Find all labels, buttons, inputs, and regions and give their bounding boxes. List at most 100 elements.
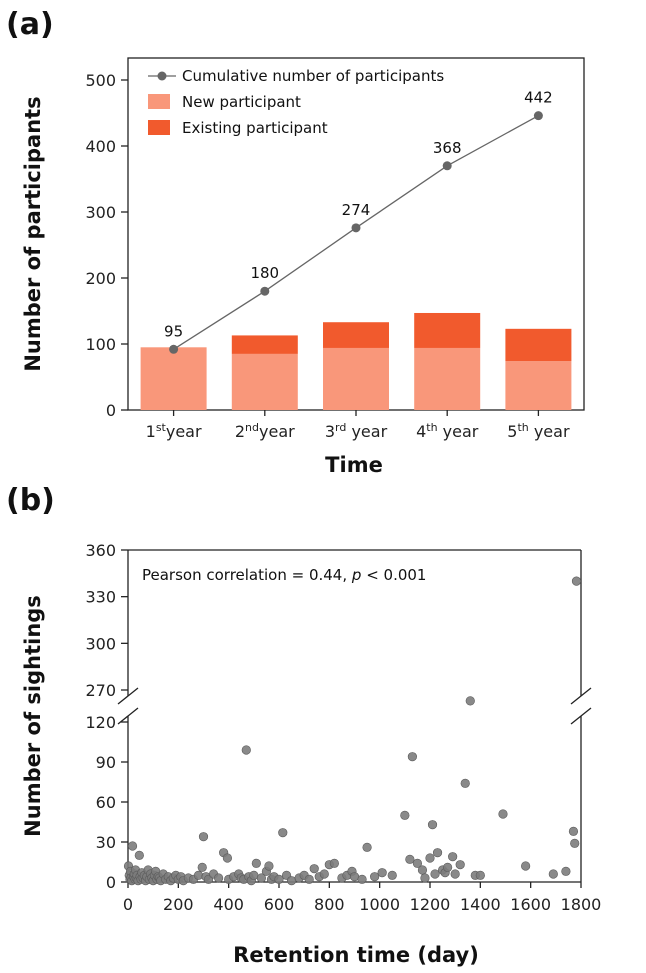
scatter-point (420, 873, 430, 883)
scatter-point (427, 820, 438, 830)
panel-a-cumulative-line: 95 180 274 368 442 (164, 89, 553, 354)
scatter-point (400, 810, 410, 820)
panel-b-y-axis-title: Number of sightings (21, 595, 45, 837)
cumulative-point (442, 161, 452, 171)
panel-b-label: (b) (6, 483, 55, 518)
bar-new-participant (414, 347, 481, 410)
y-tick-label: 90 (96, 753, 116, 772)
scatter-point (134, 850, 144, 860)
bar-new-participant (231, 353, 298, 410)
y-tick-label: 0 (106, 401, 116, 420)
scatter-point (198, 832, 209, 842)
scatter-point (571, 576, 582, 586)
scatter-point (222, 853, 233, 863)
scatter-point (274, 874, 284, 884)
cumulative-data-label: 180 (250, 264, 279, 282)
scatter-point (561, 866, 571, 876)
legend-label: New participant (182, 93, 301, 111)
scatter-point (304, 874, 314, 884)
panel-a-x-axis-title: Time (325, 453, 383, 477)
cumulative-point (169, 344, 179, 354)
cumulative-data-label: 368 (433, 139, 462, 157)
scatter-point (357, 874, 367, 884)
scatter-point (319, 869, 329, 879)
panel-b-correlation-note: Pearson correlation = 0.44, p < 0.001 (142, 566, 426, 584)
bar-existing-participant (414, 312, 481, 348)
cumulative-point (351, 223, 361, 233)
panel-b-y-axis: 270 300 330 360 0 30 60 90 120 (85, 541, 128, 892)
x-tick-label: 0 (123, 895, 133, 914)
legend-label: Cumulative number of participants (182, 67, 444, 85)
panel-a-label: (a) (6, 7, 54, 42)
x-tick-label: 1800 (561, 895, 602, 914)
scatter-point (570, 838, 580, 848)
axis-break-mark (570, 707, 592, 725)
bar-existing-participant (231, 335, 298, 354)
scatter-point (362, 842, 372, 852)
scatter-point (568, 826, 579, 836)
bar-existing-participant (505, 328, 572, 362)
panel-a: (a) 0 100 200 300 400 500 95 180 274 368 442 1sty… (6, 7, 585, 477)
scatter-point (214, 873, 224, 883)
legend-label: Existing participant (182, 119, 328, 137)
scatter-point (405, 854, 415, 864)
scatter-point (548, 869, 558, 879)
legend-swatch (148, 120, 170, 135)
scatter-point (460, 778, 470, 788)
cumulative-point (260, 286, 270, 296)
axis-break-mark (117, 687, 139, 705)
scatter-point (425, 853, 435, 863)
bar-new-participant (505, 361, 572, 410)
panel-b-x-axis: 0 200 400 600 800 1000 1200 1400 1600 1800 (123, 882, 601, 914)
x-tick-label: 1200 (410, 895, 451, 914)
scatter-point (251, 858, 261, 868)
scatter-point (465, 696, 475, 706)
scatter-point (377, 868, 387, 878)
scatter-point (417, 865, 428, 875)
x-tick-label: 800 (314, 895, 345, 914)
panel-a-legend: Cumulative number of participants New par… (148, 67, 444, 137)
scatter-point (448, 852, 458, 862)
scatter-point (197, 862, 207, 872)
axis-break-mark (570, 687, 592, 705)
x-tick-label: 600 (264, 895, 295, 914)
scatter-point (387, 870, 397, 880)
cumulative-data-label: 442 (524, 89, 553, 107)
scatter-point (264, 861, 274, 871)
x-tick-label: 1400 (460, 895, 501, 914)
scatter-point (498, 809, 508, 819)
scatter-point (256, 873, 266, 883)
y-tick-label: 60 (96, 793, 116, 812)
y-tick-label: 200 (85, 269, 116, 288)
y-tick-label: 400 (85, 137, 116, 156)
panel-b-x-axis-title: Retention time (day) (233, 943, 479, 967)
scatter-point (127, 841, 138, 851)
x-tick-label: 1styear (146, 421, 202, 441)
panel-a-y-axis: 0 100 200 300 400 500 (85, 71, 128, 420)
x-tick-label: 5th year (507, 421, 570, 441)
bar-new-participant (323, 347, 389, 410)
x-tick-label: 400 (213, 895, 244, 914)
scatter-point (521, 861, 531, 871)
y-tick-label: 300 (85, 634, 116, 653)
scatter-point (455, 860, 465, 870)
y-tick-label: 300 (85, 203, 116, 222)
x-tick-label: 4th year (416, 421, 479, 441)
x-tick-label: 200 (163, 895, 194, 914)
y-tick-label: 270 (85, 681, 116, 700)
scatter-point (407, 752, 417, 762)
bar-new-participant (140, 347, 207, 410)
y-tick-label: 330 (85, 588, 116, 607)
x-tick-label: 3rd year (325, 421, 388, 441)
scatter-point (278, 828, 288, 838)
scatter-point (370, 872, 380, 882)
y-tick-label: 0 (106, 873, 116, 892)
scatter-point (475, 870, 485, 880)
y-tick-label: 500 (85, 71, 116, 90)
x-tick-label: 1000 (359, 895, 400, 914)
scatter-point (309, 864, 319, 874)
scatter-point (432, 848, 443, 858)
cumulative-data-label: 95 (164, 322, 183, 340)
panel-b-points (123, 576, 582, 886)
